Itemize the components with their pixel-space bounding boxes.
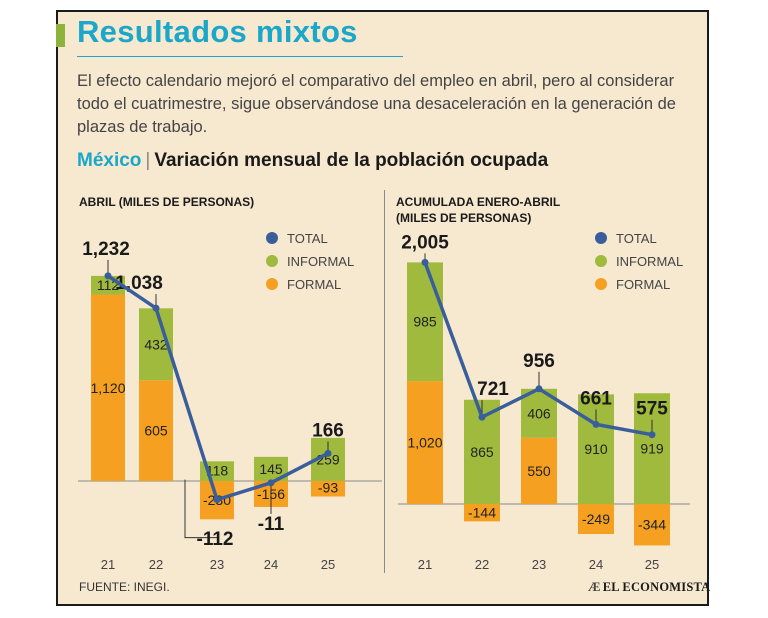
total-point-21 (104, 272, 112, 280)
brand-logo: Æ EL ECONOMISTA (588, 580, 710, 595)
informal-label-22: 865 (470, 444, 494, 460)
legend-dot-total (595, 232, 607, 244)
legend-dot-informal (266, 255, 278, 267)
title-underline (77, 56, 403, 57)
total-point-24 (592, 420, 600, 428)
total-connector-23 (184, 479, 217, 539)
category-label-24: 24 (264, 557, 278, 572)
legend-label-informal: INFORMAL (287, 254, 354, 269)
total-label-21: 2,005 (401, 232, 449, 253)
informal-label-23: 406 (527, 405, 551, 421)
total-point-23 (535, 385, 543, 393)
formal-label-21: 1,020 (407, 435, 442, 451)
total-point-22 (152, 304, 160, 312)
legend-label-formal: FORMAL (616, 277, 670, 292)
informal-label-23: 118 (206, 462, 229, 478)
total-point-23 (213, 496, 221, 504)
category-label-24: 24 (589, 557, 603, 572)
total-label-23: -112 (197, 529, 234, 550)
legend-label-formal: FORMAL (287, 277, 341, 292)
legend-dot-total (266, 232, 278, 244)
subtitle-separator: | (145, 150, 151, 171)
chart-subtitle: México | Variación mensual de la población… (77, 150, 548, 172)
chart-acumulada: 1,020 985 2,005 21 -144 865 721 22 550 406 956 23 -2… (398, 231, 690, 572)
total-label-24: 661 (580, 388, 612, 409)
formal-bar-25 (311, 481, 345, 497)
formal-label-22: -144 (468, 504, 496, 520)
legend-dot-formal (266, 278, 278, 290)
chart-title-acumulada: ACUMULADA ENERO-ABRIL (MILES DE PERSONAS… (396, 195, 561, 225)
total-label-21: 1,232 (82, 239, 130, 260)
informal-bar-21 (407, 262, 443, 382)
formal-bar-23 (521, 437, 557, 504)
formal-label-25: -344 (638, 517, 666, 533)
title-accent-bar (56, 24, 65, 47)
total-label-25: 575 (636, 399, 668, 420)
brand-name: EL ECONOMISTA (602, 580, 711, 594)
legend-label-total: TOTAL (616, 231, 657, 246)
chart-abril: 1,1201121,232216054321,03822-230118-1122… (78, 231, 382, 572)
category-label-21: 21 (418, 557, 432, 572)
formal-bar-24 (578, 504, 614, 535)
informal-label-22: 432 (144, 336, 168, 352)
total-point-25 (648, 431, 656, 439)
source-note: FUENTE: INEGI. (79, 580, 170, 594)
formal-label-25: -93 (318, 479, 338, 495)
legend-label-total: TOTAL (287, 231, 328, 246)
legend-dot-formal (595, 278, 607, 290)
page-title: Resultados mixtos (77, 14, 358, 49)
informal-label-25: 919 (640, 441, 664, 457)
category-label-22: 22 (149, 557, 163, 572)
legend-dot-informal (595, 255, 607, 267)
formal-bar-22 (464, 504, 500, 522)
total-label-23: 956 (523, 351, 555, 372)
informal-label-24: 145 (259, 461, 283, 477)
formal-label-22: 605 (144, 423, 168, 439)
formal-label-24: -249 (582, 511, 610, 527)
total-point-25 (324, 449, 332, 457)
category-label-25: 25 (321, 557, 335, 572)
informal-bar-25 (634, 393, 670, 504)
formal-bar-21 (91, 294, 125, 481)
category-label-23: 23 (532, 557, 546, 572)
formal-bar-22 (139, 380, 173, 481)
legend-label-informal: INFORMAL (616, 254, 683, 269)
category-label-21: 21 (101, 557, 115, 572)
total-label-25: 166 (312, 420, 344, 441)
chart-title-abril: ABRIL (MILES DE PERSONAS) (79, 195, 255, 209)
brand-mark-icon: Æ (588, 580, 601, 594)
total-label-24: -11 (258, 514, 285, 535)
category-label-25: 25 (645, 557, 659, 572)
formal-label-23: 550 (527, 463, 551, 479)
subtitle-text: Variación mensual de la población ocupad… (154, 150, 549, 171)
category-label-23: 23 (210, 557, 224, 572)
informal-label-21: 985 (413, 314, 437, 330)
category-label-22: 22 (475, 557, 489, 572)
formal-bar-25 (634, 504, 670, 546)
total-point-21 (421, 258, 429, 266)
total-point-24 (267, 479, 275, 487)
formal-label-21: 1,120 (90, 380, 125, 396)
informal-label-24: 910 (584, 441, 608, 457)
description-text: El efecto calendario mejoró el comparati… (77, 72, 676, 136)
total-point-22 (478, 413, 486, 421)
country-label: México (77, 150, 142, 171)
total-label-22: 721 (477, 379, 509, 400)
chart-divider (384, 190, 385, 573)
formal-bar-21 (407, 381, 443, 504)
